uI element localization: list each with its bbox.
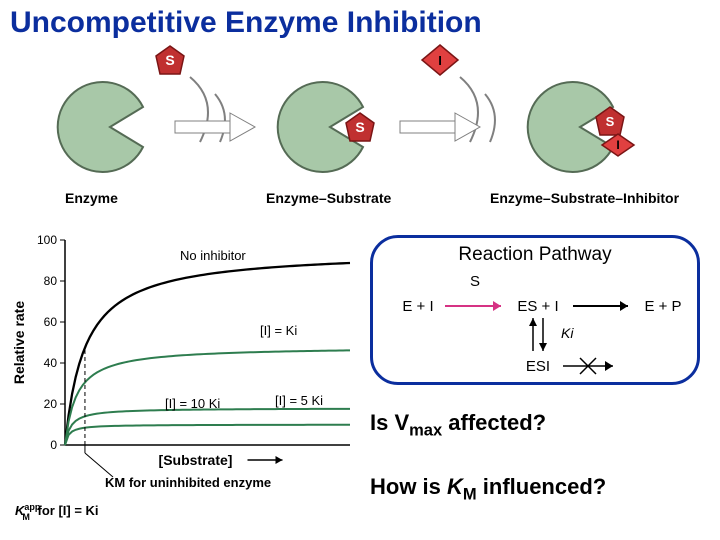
node-esi: ESI xyxy=(526,358,550,375)
mechanism-svg: S S I xyxy=(0,42,720,212)
svg-text:100: 100 xyxy=(37,233,57,247)
s-label: S xyxy=(355,119,364,135)
pathway-svg: E + I S ES + I E + P Ki ESI xyxy=(373,266,697,381)
reaction-pathway-box: Reaction Pathway E + I S ES + I E + P Ki… xyxy=(370,235,700,385)
kinetics-chart: 0 20 40 60 80 100 Relative rate [Substrate] No i… xyxy=(10,230,360,510)
pathway-title: Reaction Pathway xyxy=(373,238,697,266)
enzyme-label: Enzyme xyxy=(65,190,118,206)
svg-text:0: 0 xyxy=(50,438,57,452)
i-label: I xyxy=(616,138,619,152)
svg-text:[I] = 5 Ki: [I] = 5 Ki xyxy=(275,393,323,408)
svg-text:60: 60 xyxy=(44,315,58,329)
page-title: Uncompetitive Enzyme Inhibition xyxy=(0,0,720,42)
svg-text:No inhibitor: No inhibitor xyxy=(180,248,246,263)
questions: Is Vmax affected? How is KM influenced? xyxy=(370,410,710,539)
i-label: I xyxy=(438,53,442,68)
chart-svg: 0 20 40 60 80 100 Relative rate [Substrate] No i… xyxy=(10,230,360,530)
mechanism-labels: Enzyme Enzyme–Substrate Enzyme–Substrate… xyxy=(0,190,720,210)
svg-text:[I] = 10 Ki: [I] = 10 Ki xyxy=(165,396,220,411)
svg-text:40: 40 xyxy=(44,356,58,370)
question-km: How is KM influenced? xyxy=(370,474,710,504)
svg-text:[I] = Ki: [I] = Ki xyxy=(260,323,297,338)
svg-text:KappM for [I] = Ki: KappM for [I] = Ki xyxy=(15,502,99,522)
s-label: S xyxy=(606,114,615,129)
es-label: Enzyme–Substrate xyxy=(266,190,391,206)
svg-text:[Substrate]: [Substrate] xyxy=(159,452,233,468)
node-e-plus-p: E + P xyxy=(644,298,681,315)
node-s: S xyxy=(470,273,480,290)
node-e-plus-i: E + I xyxy=(402,298,433,315)
node-es-plus-i: ES + I xyxy=(517,298,558,315)
esi-label: Enzyme–Substrate–Inhibitor xyxy=(490,190,679,206)
svg-text:80: 80 xyxy=(44,274,58,288)
question-vmax: Is Vmax affected? xyxy=(370,410,710,440)
node-ki: Ki xyxy=(561,325,574,341)
mechanism-diagram: S S I xyxy=(0,42,720,212)
svg-text:20: 20 xyxy=(44,397,58,411)
svg-text:Relative rate: Relative rate xyxy=(11,301,27,384)
s-label: S xyxy=(165,52,174,68)
svg-text:KM for uninhibited enzyme: KM for uninhibited enzyme xyxy=(105,475,271,490)
